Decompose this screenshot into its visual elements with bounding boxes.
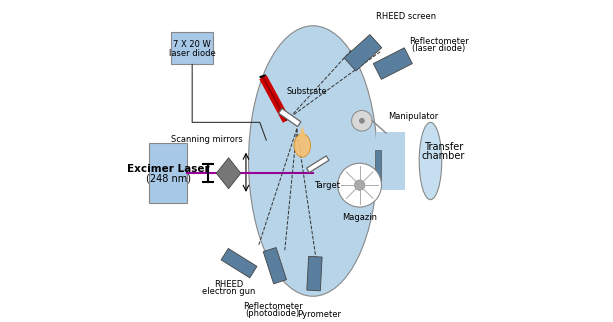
Polygon shape xyxy=(221,249,257,278)
Polygon shape xyxy=(278,109,301,127)
Text: Reflectometer: Reflectometer xyxy=(409,37,468,46)
Text: 7 X 20 W: 7 X 20 W xyxy=(173,40,211,49)
Polygon shape xyxy=(306,156,329,173)
Circle shape xyxy=(354,180,365,190)
Text: electron gun: electron gun xyxy=(202,287,255,296)
Ellipse shape xyxy=(419,122,442,200)
Text: (laser diode): (laser diode) xyxy=(412,44,465,53)
Text: Substrate: Substrate xyxy=(286,87,327,96)
Bar xyxy=(149,143,188,203)
Bar xyxy=(376,132,405,190)
Text: chamber: chamber xyxy=(422,151,465,161)
Text: (248 nm): (248 nm) xyxy=(145,174,191,184)
Ellipse shape xyxy=(248,26,378,296)
Text: laser diode: laser diode xyxy=(169,49,216,58)
Bar xyxy=(171,32,213,64)
Circle shape xyxy=(359,118,365,124)
Text: Magazin: Magazin xyxy=(342,213,377,222)
Text: Pyrometer: Pyrometer xyxy=(297,310,341,319)
Polygon shape xyxy=(299,126,306,137)
Text: Manipulator: Manipulator xyxy=(389,112,439,121)
Polygon shape xyxy=(344,34,382,71)
Polygon shape xyxy=(373,48,413,80)
Polygon shape xyxy=(216,158,241,189)
Text: Transfer: Transfer xyxy=(424,141,463,152)
Text: Excimer Laser: Excimer Laser xyxy=(127,164,210,174)
Bar xyxy=(375,150,381,182)
Polygon shape xyxy=(263,248,286,284)
Circle shape xyxy=(352,110,372,131)
Polygon shape xyxy=(307,256,322,291)
Text: Target: Target xyxy=(314,181,340,190)
Ellipse shape xyxy=(294,134,311,157)
Text: RHEED screen: RHEED screen xyxy=(376,12,436,21)
Text: Reflectometer: Reflectometer xyxy=(243,302,303,311)
Text: RHEED: RHEED xyxy=(214,279,243,289)
Circle shape xyxy=(338,163,381,207)
Text: (photodiode): (photodiode) xyxy=(246,309,300,318)
Text: Scanning mirrors: Scanning mirrors xyxy=(171,135,243,144)
